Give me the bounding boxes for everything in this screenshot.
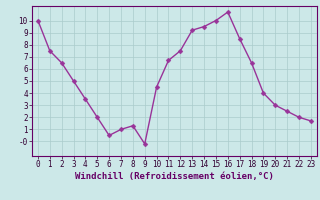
X-axis label: Windchill (Refroidissement éolien,°C): Windchill (Refroidissement éolien,°C)	[75, 172, 274, 181]
